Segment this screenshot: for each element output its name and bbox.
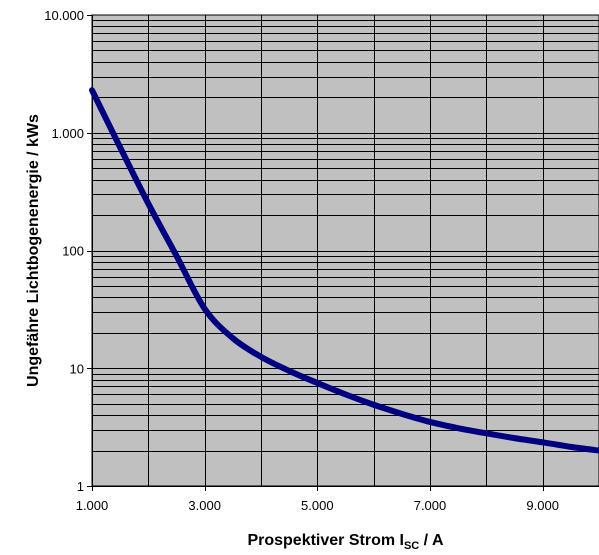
- x-tick-label: 1.000: [76, 498, 109, 513]
- x-axis-title: Prospektiver Strom ISC / A: [247, 532, 444, 552]
- y-tick-label: 100: [62, 244, 84, 259]
- y-tick-label: 10: [70, 361, 84, 376]
- y-tick-label: 1: [77, 479, 84, 494]
- x-tick-label: 7.000: [414, 498, 447, 513]
- y-tick-label: 10.000: [44, 8, 84, 23]
- series-line: [89, 87, 599, 454]
- y-tick-labels: 1 10 100 1.000 10.000: [44, 8, 84, 494]
- x-tick-label: 3.000: [188, 498, 221, 513]
- grid: [92, 15, 599, 487]
- plot-frame: [91, 14, 599, 487]
- x-axis-title-unit: / A: [419, 532, 444, 549]
- x-axis-title-main: Prospektiver Strom I: [247, 532, 404, 549]
- x-axis-title-subscript: SC: [404, 540, 419, 552]
- tick-marks: [87, 15, 544, 491]
- x-tick-label: 9.000: [526, 498, 559, 513]
- x-tick-label: 5.000: [301, 498, 334, 513]
- x-tick-labels: 1.000 3.000 5.000 7.000 9.000: [76, 498, 559, 513]
- y-axis-title: Ungefähre Lichtbogenenergie / kWs: [25, 114, 42, 387]
- y-tick-label: 1.000: [51, 126, 84, 141]
